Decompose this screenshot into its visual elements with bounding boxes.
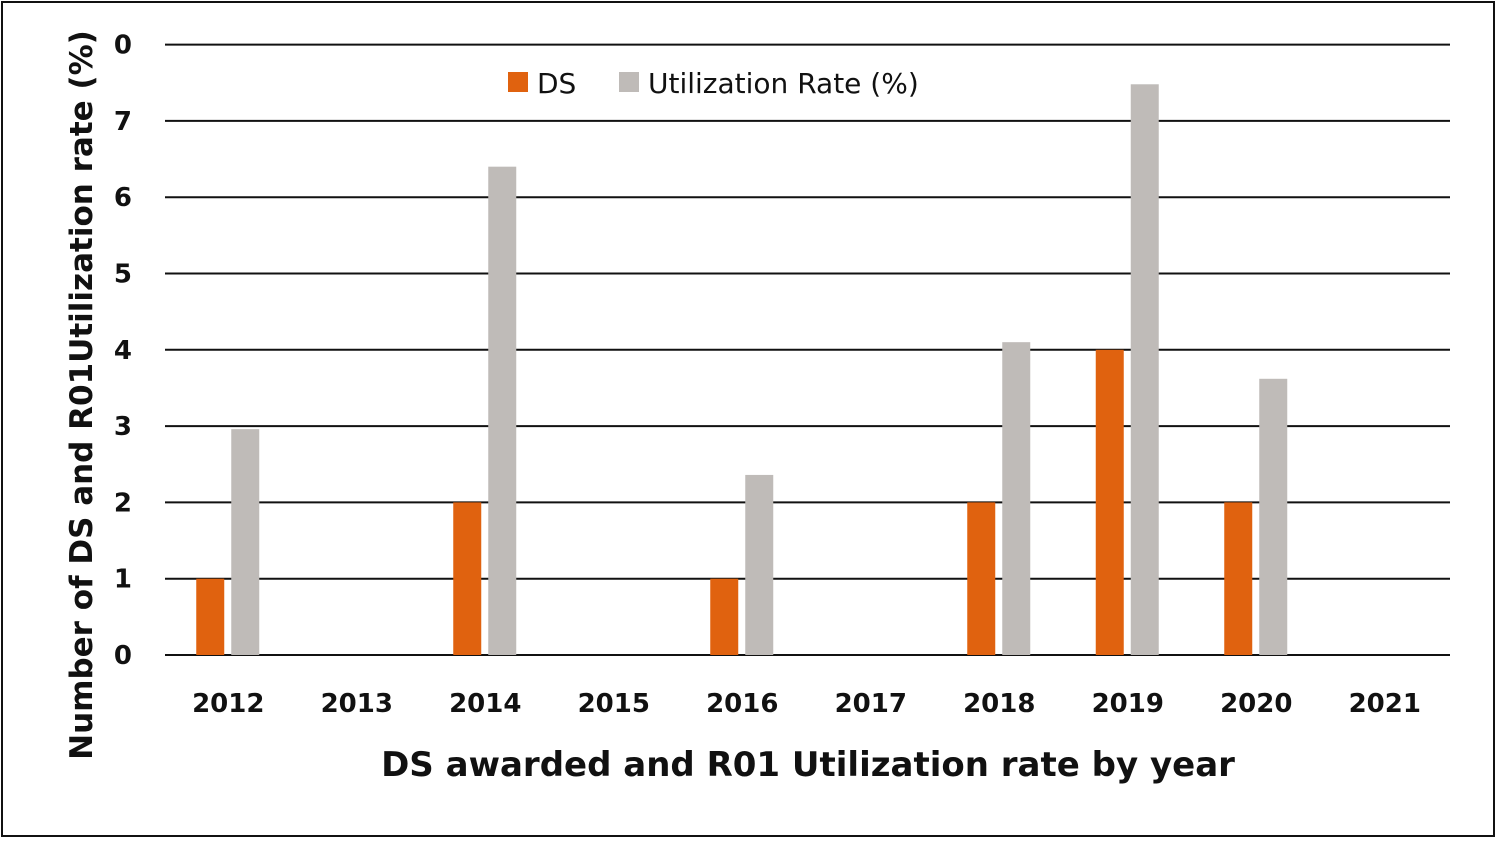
bar-utilization-2018 <box>1002 342 1031 655</box>
legend: DS Utilization Rate (%) <box>508 67 919 100</box>
bar-utilization-2012 <box>231 429 260 655</box>
y-tick-label: 2 <box>114 488 132 518</box>
bar-ds-2020 <box>1224 502 1253 655</box>
y-axis-title: Number of DS and R01Utilization rate (%) <box>64 30 100 760</box>
x-tick-label: 2015 <box>578 689 650 719</box>
x-tick-label: 2017 <box>835 689 907 719</box>
y-tick-label: 7 <box>114 107 132 137</box>
x-tick-label: 2014 <box>449 689 521 719</box>
legend-label-ds: DS <box>537 67 576 100</box>
x-tick-label: 2021 <box>1349 689 1421 719</box>
y-tick-label: 3 <box>114 412 132 442</box>
x-tick-label: 2020 <box>1220 689 1292 719</box>
y-tick-label: 0 <box>114 31 132 61</box>
y-tick-label: 4 <box>114 336 132 366</box>
y-tick-label: 5 <box>114 260 132 290</box>
legend-swatch-utilization <box>619 72 639 92</box>
y-tick-label: 0 <box>114 641 132 671</box>
bar-utilization-2020 <box>1259 378 1288 655</box>
x-tick-label: 2016 <box>706 689 778 719</box>
x-tick-label: 2012 <box>192 689 264 719</box>
legend-swatch-ds <box>508 72 528 92</box>
bar-ds-2019 <box>1095 349 1124 655</box>
bar-ds-2018 <box>967 502 996 655</box>
x-tick-label: 2019 <box>1092 689 1164 719</box>
y-tick-label: 6 <box>114 183 132 213</box>
x-axis-title: DS awarded and R01 Utilization rate by y… <box>381 745 1235 785</box>
bar-ds-2014 <box>453 502 482 655</box>
bar-ds-2012 <box>196 578 225 655</box>
bar-utilization-2016 <box>745 474 774 655</box>
legend-label-utilization: Utilization Rate (%) <box>648 67 919 100</box>
y-tick-label: 1 <box>114 565 132 595</box>
bar-utilization-2019 <box>1130 84 1159 655</box>
x-tick-label: 2018 <box>963 689 1035 719</box>
bar-utilization-2014 <box>488 166 517 655</box>
x-tick-label: 2013 <box>321 689 393 719</box>
bar-ds-2016 <box>710 578 739 655</box>
